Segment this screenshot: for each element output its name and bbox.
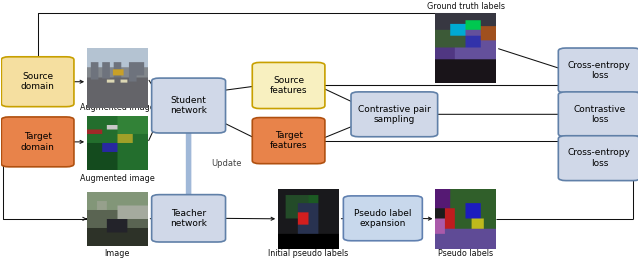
FancyBboxPatch shape: [558, 48, 640, 93]
FancyBboxPatch shape: [252, 62, 325, 108]
FancyBboxPatch shape: [558, 92, 640, 137]
FancyBboxPatch shape: [152, 78, 225, 133]
Text: Source
domain: Source domain: [20, 72, 54, 92]
Text: Source
features: Source features: [270, 76, 307, 95]
Text: Target
features: Target features: [270, 131, 307, 150]
FancyBboxPatch shape: [558, 136, 640, 181]
FancyBboxPatch shape: [1, 117, 74, 167]
FancyBboxPatch shape: [351, 92, 438, 137]
Text: Cross-entropy
loss: Cross-entropy loss: [568, 148, 631, 168]
Text: Augmented image: Augmented image: [80, 103, 155, 112]
Text: Contrastive
loss: Contrastive loss: [573, 105, 625, 124]
Text: Pseudo labels: Pseudo labels: [438, 249, 493, 258]
Text: Initial pseudo labels: Initial pseudo labels: [268, 249, 348, 258]
FancyBboxPatch shape: [252, 118, 325, 164]
Text: Image: Image: [104, 249, 130, 258]
Text: Target
domain: Target domain: [20, 132, 54, 152]
Text: Teacher
network: Teacher network: [170, 209, 207, 228]
Text: Augmented image: Augmented image: [80, 174, 155, 184]
Text: Pseudo label
expansion: Pseudo label expansion: [354, 209, 412, 228]
Text: Student
network: Student network: [170, 96, 207, 115]
FancyBboxPatch shape: [152, 195, 225, 242]
FancyBboxPatch shape: [344, 196, 422, 241]
Text: Ground truth labels: Ground truth labels: [427, 2, 505, 11]
Text: Update: Update: [211, 159, 241, 168]
Text: Cross-entropy
loss: Cross-entropy loss: [568, 61, 631, 80]
FancyBboxPatch shape: [1, 57, 74, 107]
Text: Contrastive pair
sampling: Contrastive pair sampling: [358, 105, 431, 124]
